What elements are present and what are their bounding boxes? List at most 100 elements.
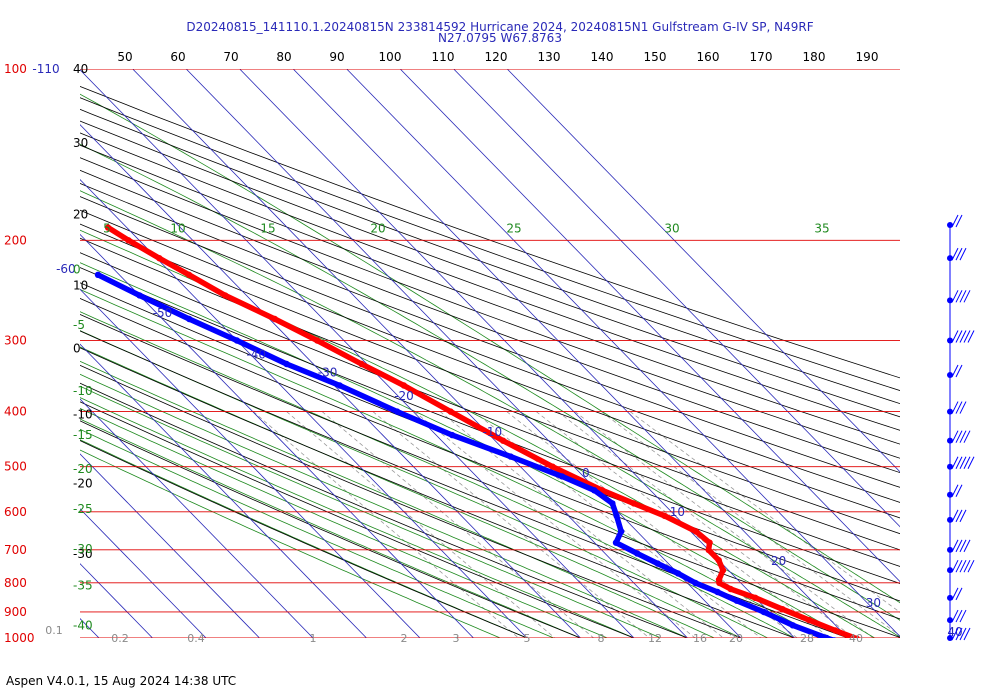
profile-point [591, 487, 598, 494]
isotherm-line [453, 69, 900, 528]
wind-barb-point [947, 221, 953, 228]
wind-barb-point [947, 408, 953, 415]
isotherm-line [80, 343, 368, 638]
isotherm-line [80, 453, 261, 638]
wind-barb-point [947, 546, 953, 553]
mixing-ratio-label: 28 [800, 632, 814, 645]
wind-barb-flag [955, 484, 963, 497]
wind-barb-point [947, 255, 953, 262]
wind-barb-flag [963, 627, 971, 641]
mixing-ratio-label: 8 [598, 632, 605, 645]
moist-adiabat-line [80, 397, 636, 638]
pressure-label: 300 [4, 333, 27, 347]
top-axis-label: 180 [803, 50, 826, 64]
moist-adiabat-line [80, 428, 555, 638]
dry-adiabat-line [80, 314, 900, 638]
wind-barb-flag [951, 484, 959, 497]
wind-barb-flag [959, 247, 967, 261]
dry-adiabat-line [80, 157, 900, 459]
wind-barb-flag [967, 456, 975, 469]
isotherm-label: -50 [153, 306, 173, 320]
wind-barb-flag [951, 539, 959, 553]
isotherm-line [80, 617, 100, 638]
pressure-label: 500 [4, 460, 27, 474]
pressure-label: 200 [4, 233, 27, 247]
wind-barb-flag [951, 627, 959, 641]
moist-adiabat-label: -35 [73, 578, 93, 592]
wind-barb-flag [959, 330, 967, 343]
moist-adiabat-label: -20 [73, 462, 93, 476]
dry-adiabat-line [80, 267, 900, 584]
wind-barb-flag [955, 627, 963, 641]
pressure-label: 900 [4, 605, 27, 619]
top-axis-label: 120 [485, 50, 508, 64]
top-axis-label: 170 [750, 50, 773, 64]
profile-point [716, 579, 723, 587]
wind-barb-flag [955, 214, 963, 228]
profile-point [283, 360, 290, 368]
moist-adiabat-line [80, 93, 900, 604]
dry-adiabat-line [80, 401, 636, 638]
mixing-ratio-label: 20 [729, 632, 743, 645]
moist-adiabat-label: -30 [73, 542, 93, 556]
moist-adiabat-label: 10 [170, 221, 185, 235]
top-axis-label: 100 [379, 50, 402, 64]
wind-barb-flag [951, 456, 959, 469]
profile-point [823, 634, 830, 638]
mixing-ratio-label: 40 [849, 632, 863, 645]
dry-adiabat-line [80, 223, 900, 535]
dry-adiabat-line [80, 330, 850, 638]
dry-adiabat-line [80, 120, 900, 418]
left-axis-label: -10 [73, 408, 93, 422]
isotherm-line [185, 69, 742, 638]
moist-adiabat-label: 30 [664, 221, 679, 235]
moist-adiabat-label: -40 [73, 618, 93, 632]
wind-barb-flag [955, 247, 963, 261]
profile-point [447, 408, 454, 415]
profile-point [630, 500, 637, 507]
profile-point [654, 560, 661, 567]
wind-barb-point [947, 372, 953, 379]
profile-point [185, 271, 193, 278]
moist-adiabat-line [80, 449, 502, 638]
left-axis-label: 20 [73, 207, 88, 221]
top-axis-label: 90 [329, 50, 344, 64]
moist-adiabat-line [80, 360, 716, 638]
top-axis-label: 190 [856, 50, 879, 64]
moist-adiabat-label: -5 [73, 318, 85, 332]
mixing-ratio-label: 12 [648, 632, 662, 645]
profile-point [156, 255, 163, 262]
dry-adiabat-line [80, 85, 900, 379]
isotherm-line [80, 508, 207, 638]
dry-adiabat-line [80, 252, 900, 567]
profile-point [618, 528, 625, 535]
dry-adiabat-line [80, 144, 900, 445]
profile-point [706, 539, 713, 546]
wind-barb-flag [955, 587, 963, 601]
wind-barbs [947, 214, 975, 641]
profile-point [692, 579, 699, 587]
mixing-ratio-line [506, 411, 798, 638]
wind-barb-flag [951, 559, 959, 573]
isotherm-label: -30 [318, 366, 338, 380]
isotherm-label: 20 [771, 554, 786, 568]
profile-point [314, 337, 321, 344]
pressure-label: 1000 [4, 631, 35, 645]
profile-point [94, 271, 102, 278]
profile-line [105, 224, 860, 638]
isotherm-line [80, 69, 635, 638]
wind-barb-point [947, 635, 953, 641]
wind-barb-flag [967, 330, 975, 343]
profile-point [727, 585, 734, 593]
moist-adiabat-line [80, 262, 849, 638]
isotherm-line [0, 43, 6, 652]
isotherm-line [80, 178, 528, 638]
profile-point [104, 224, 112, 231]
dry-adiabat-line [80, 169, 900, 474]
isotherm-label: 0 [582, 466, 590, 480]
profile-point [661, 512, 668, 520]
moist-adiabat-label: 35 [814, 221, 829, 235]
mixing-ratio-line [372, 411, 651, 638]
wind-barb-flag [951, 430, 959, 443]
